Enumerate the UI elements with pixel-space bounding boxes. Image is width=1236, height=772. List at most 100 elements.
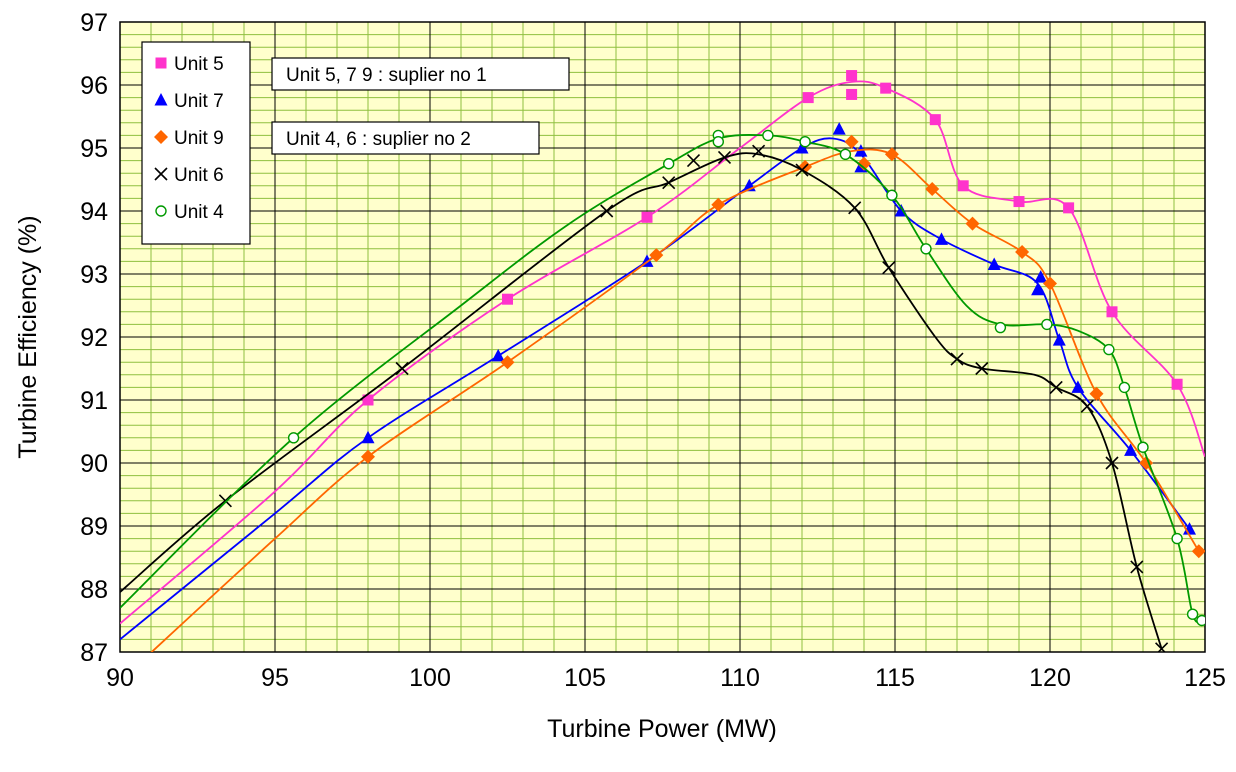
data-point-unit-9 (965, 216, 980, 231)
data-point-unit-4 (839, 148, 852, 161)
series-unit-5 (120, 70, 1205, 625)
legend-label-unit-5: Unit 5 (174, 54, 224, 75)
legend-label-unit-7: Unit 7 (174, 91, 224, 112)
y-axis-title: Turbine Efficiency (%) (14, 215, 42, 458)
y-tick-label: 90 (80, 450, 108, 478)
data-point-unit-5 (1106, 306, 1118, 318)
data-point-unit-5 (802, 92, 814, 104)
series-unit-4 (120, 129, 1205, 627)
legend-item-unit-6: Unit 6 (154, 165, 224, 186)
data-point-unit-5 (1171, 378, 1183, 390)
data-point-unit-9 (1191, 544, 1205, 559)
y-tick-label: 88 (80, 576, 108, 604)
data-point-unit-5 (1063, 202, 1075, 214)
data-point-unit-4 (1171, 532, 1183, 545)
legend-label-unit-6: Unit 6 (174, 165, 224, 186)
data-point-unit-7 (1071, 380, 1085, 393)
data-point-unit-6 (1049, 380, 1063, 394)
data-point-unit-6 (1105, 456, 1119, 470)
x-tick-label: 110 (720, 664, 760, 692)
note-box-1 (271, 57, 570, 91)
note-box-2 (271, 121, 540, 155)
x-tick-label: 120 (1029, 664, 1071, 692)
legend-item-unit-7: Unit 7 (154, 91, 224, 112)
data-point-unit-9 (844, 134, 859, 149)
series-layer (120, 70, 1205, 652)
data-point-unit-6 (218, 494, 232, 508)
legend-item-unit-9: Unit 9 (154, 128, 224, 149)
data-point-unit-7 (1031, 282, 1045, 296)
data-point-unit-4 (1041, 318, 1053, 331)
data-point-unit-9 (1089, 386, 1104, 401)
data-point-unit-7 (1034, 270, 1048, 283)
legend-item-unit-5: Unit 5 (155, 54, 224, 75)
data-point-unit-6 (395, 361, 409, 376)
data-point-unit-5 (846, 88, 858, 100)
note-text-2: Unit 4, 6 : suplier no 2 (286, 129, 471, 150)
legend-marker-unit-7 (154, 93, 168, 106)
data-point-unit-4 (799, 135, 811, 148)
data-point-unit-6 (1155, 642, 1169, 652)
data-point-unit-4 (1137, 441, 1149, 453)
data-point-unit-9 (1043, 276, 1057, 291)
data-point-unit-7 (361, 430, 375, 444)
series-unit-9 (150, 134, 1205, 652)
data-point-unit-4 (886, 189, 898, 201)
data-point-unit-5 (1013, 196, 1025, 208)
series-line-unit-7 (120, 137, 1191, 641)
legend-marker-unit-6 (154, 167, 168, 181)
data-point-unit-7 (795, 141, 809, 154)
y-tick-label: 94 (80, 198, 108, 226)
data-point-unit-4 (1118, 381, 1131, 394)
data-point-unit-5 (846, 70, 858, 82)
data-point-unit-5 (502, 293, 513, 305)
data-point-unit-4 (1186, 608, 1199, 620)
data-point-unit-6 (848, 201, 862, 215)
data-point-unit-6 (795, 163, 809, 177)
data-point-unit-7 (832, 122, 846, 135)
data-point-unit-6 (752, 144, 766, 158)
data-point-unit-9 (884, 147, 899, 162)
x-tick-label: 95 (261, 664, 289, 692)
x-axis-title: Turbine Power (MW) (547, 715, 777, 743)
data-point-unit-6 (1130, 560, 1144, 574)
data-point-unit-7 (1052, 333, 1066, 346)
legend-marker-unit-5 (155, 57, 167, 69)
data-point-unit-4 (287, 432, 300, 444)
data-point-unit-5 (641, 211, 653, 223)
x-tick-label: 105 (564, 664, 606, 692)
legend-label-unit-4: Unit 4 (174, 202, 224, 223)
series-unit-6 (120, 144, 1169, 652)
y-tick-label: 89 (80, 513, 108, 541)
data-point-unit-7 (1124, 443, 1138, 456)
data-point-unit-4 (1196, 614, 1205, 627)
note-supplier-1: Unit 5, 7 9 : suplier no 1 (271, 57, 570, 91)
data-point-unit-5 (362, 394, 374, 406)
data-point-unit-6 (662, 176, 676, 190)
data-point-unit-4 (1103, 343, 1115, 356)
x-tick-label: 90 (106, 664, 134, 692)
data-point-unit-7 (491, 348, 505, 362)
x-tick-label: 100 (409, 664, 451, 692)
data-point-unit-4 (712, 135, 724, 148)
legend-items: Unit 5 Unit 7 Unit 9 Unit 6 Unit 4 (154, 54, 224, 223)
data-point-unit-4 (762, 129, 774, 142)
y-tick-label: 97 (80, 9, 108, 37)
data-point-unit-6 (882, 261, 896, 275)
y-tick-label: 91 (80, 387, 108, 415)
data-point-unit-7 (935, 232, 948, 245)
y-tick-labels: 87 88 89 90 91 92 93 94 95 96 97 (80, 9, 108, 667)
data-point-unit-4 (920, 243, 932, 255)
y-tick-label: 92 (80, 324, 108, 352)
data-point-unit-9 (1015, 244, 1030, 259)
data-point-unit-4 (663, 158, 675, 170)
plot-frame (119, 21, 1206, 653)
data-point-unit-6 (600, 204, 614, 218)
data-point-unit-9 (711, 197, 726, 212)
y-tick-label: 87 (80, 639, 108, 667)
data-point-unit-9 (925, 181, 940, 196)
legend-marker-unit-4 (155, 205, 167, 217)
x-tick-label: 125 (1184, 664, 1226, 692)
data-point-unit-9 (500, 355, 515, 370)
